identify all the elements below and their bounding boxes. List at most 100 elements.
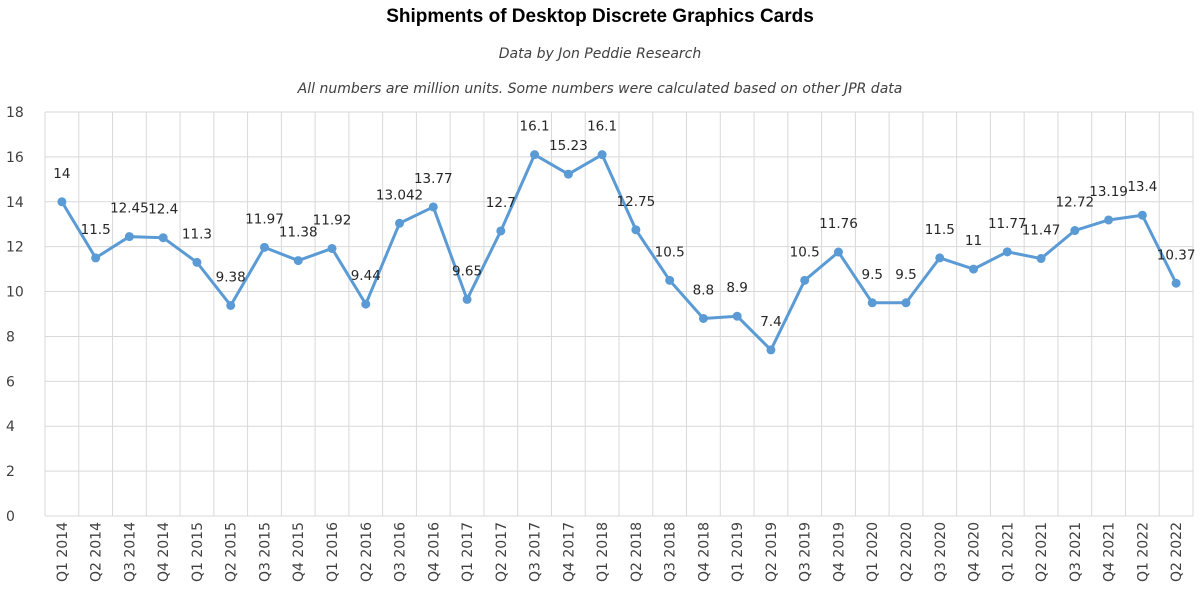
data-point: [766, 345, 776, 355]
data-point: [1137, 210, 1147, 220]
data-label: 11.77: [988, 216, 1027, 232]
series-line-path: [60, 153, 1178, 352]
data-point: [563, 169, 573, 179]
data-label: 11.47: [1022, 223, 1061, 239]
x-tick-label: Q1 2014: [55, 522, 71, 582]
x-tick-label: Q2 2014: [89, 522, 105, 582]
data-label: 9.5: [861, 267, 882, 283]
data-label: 11.3: [182, 226, 212, 242]
data-point: [361, 299, 371, 309]
data-point: [496, 226, 506, 236]
x-tick-label: Q4 2015: [291, 522, 307, 582]
data-point: [1002, 247, 1012, 257]
data-label: 12.72: [1055, 195, 1094, 211]
x-tick-label: Q3 2020: [933, 522, 949, 582]
data-label: 15.23: [549, 138, 588, 154]
data-point: [631, 225, 641, 235]
data-point: [91, 253, 101, 263]
x-tick-label: Q4 2017: [561, 522, 577, 582]
data-label: 8.9: [726, 280, 747, 296]
data-point: [226, 300, 236, 310]
data-point: [1036, 254, 1046, 264]
x-tick-label: Q4 2014: [156, 522, 172, 582]
data-point: [158, 233, 168, 243]
x-tick-label: Q1 2019: [730, 522, 746, 582]
x-tick-label: Q3 2019: [798, 522, 814, 582]
y-axis-ticks: 0 2 4 6 8 10 12 14 16 18: [6, 105, 24, 525]
data-label: 11.92: [313, 212, 352, 228]
data-label: 12.4: [148, 202, 178, 218]
data-label: 13.77: [414, 171, 453, 187]
y-tick-label: 10: [6, 285, 24, 301]
x-tick-label: Q2 2018: [629, 522, 645, 582]
data-label: 11: [965, 233, 982, 249]
data-point: [833, 247, 843, 257]
x-tick-label: Q1 2021: [1000, 522, 1016, 582]
data-label: 9.65: [452, 263, 482, 279]
x-tick-label: Q3 2016: [393, 522, 409, 582]
data-point: [327, 243, 337, 253]
data-label: 9.5: [895, 267, 916, 283]
data-label: 11.5: [925, 222, 955, 238]
data-label: 16.1: [587, 119, 617, 135]
data-point: [935, 253, 945, 263]
x-tick-label: Q3 2018: [663, 522, 679, 582]
x-tick-label: Q2 2019: [764, 522, 780, 582]
data-label: 13.4: [1127, 179, 1157, 195]
data-point: [395, 218, 405, 228]
series-line: [60, 153, 1178, 352]
data-point: [192, 257, 202, 267]
x-tick-label: Q3 2021: [1068, 522, 1084, 582]
x-tick-label: Q2 2021: [1034, 522, 1050, 582]
y-tick-label: 14: [6, 195, 24, 211]
x-tick-label: Q3 2017: [528, 522, 544, 582]
data-point: [1070, 226, 1080, 236]
data-point: [665, 275, 675, 285]
y-tick-label: 18: [6, 105, 24, 121]
data-point: [800, 275, 810, 285]
data-point: [867, 298, 877, 308]
data-label: 12.7: [486, 195, 516, 211]
x-tick-label: Q1 2022: [1135, 522, 1151, 582]
data-point: [698, 313, 708, 323]
data-label: 12.75: [617, 194, 656, 210]
data-point: [1104, 215, 1114, 225]
data-label: 11.38: [279, 225, 318, 241]
x-tick-label: Q2 2020: [899, 522, 915, 582]
data-label: 16.1: [520, 119, 550, 135]
data-label: 10.5: [790, 244, 820, 260]
x-tick-label: Q1 2018: [595, 522, 611, 582]
data-label: 13.19: [1089, 184, 1128, 200]
x-tick-label: Q1 2016: [325, 522, 341, 582]
data-point: [1171, 278, 1181, 288]
y-tick-label: 8: [6, 329, 15, 345]
data-label: 13.042: [376, 187, 423, 203]
x-tick-label: Q4 2021: [1102, 522, 1118, 582]
chart-title: Shipments of Desktop Discrete Graphics C…: [386, 6, 814, 27]
x-tick-label: Q4 2016: [426, 522, 442, 582]
x-tick-label: Q2 2017: [494, 522, 510, 582]
x-tick-label: Q3 2014: [122, 522, 138, 582]
data-point: [462, 294, 472, 304]
x-tick-label: Q1 2017: [460, 522, 476, 582]
x-tick-label: Q1 2015: [190, 522, 206, 582]
x-tick-label: Q3 2015: [257, 522, 273, 582]
data-point: [57, 197, 67, 207]
data-label: 10.37: [1157, 247, 1196, 263]
x-axis-ticks: Q1 2014 Q2 2014 Q3 2014 Q4 2014 Q1 2015 Q2 20…: [55, 522, 1185, 582]
y-tick-label: 12: [6, 240, 24, 256]
data-label: 8.8: [693, 282, 714, 298]
data-label: 10.5: [655, 244, 685, 260]
data-point: [428, 202, 438, 212]
data-label: 9.38: [216, 269, 246, 285]
data-label: 12.45: [110, 201, 149, 217]
x-tick-label: Q2 2022: [1169, 522, 1185, 582]
y-tick-label: 4: [6, 419, 15, 435]
data-label: 9.44: [351, 268, 381, 284]
y-tick-label: 16: [6, 150, 24, 166]
chart-subtitle-note: All numbers are million units. Some numb…: [297, 81, 903, 97]
x-tick-label: Q2 2015: [224, 522, 240, 582]
x-tick-label: Q2 2016: [359, 522, 375, 582]
